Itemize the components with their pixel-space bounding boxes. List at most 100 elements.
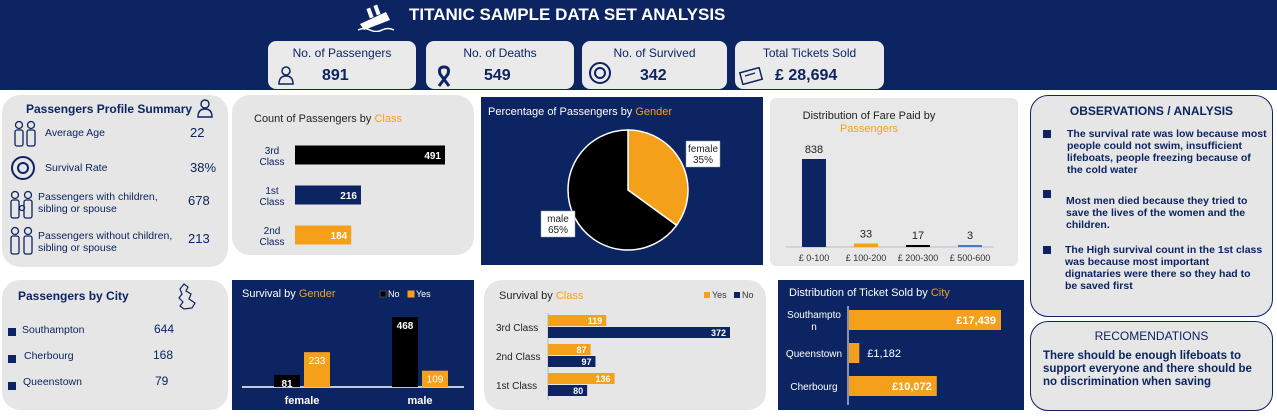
legend-label: No <box>388 289 400 299</box>
bar <box>392 317 418 387</box>
chart-title-part: Percentage of Passengers by <box>488 106 636 118</box>
bar <box>802 159 826 247</box>
profile-value: 678 <box>188 193 210 208</box>
observations-title: OBSERVATIONS / ANALYSIS <box>1069 104 1234 118</box>
category-label: Southampto <box>787 310 841 321</box>
kpi-value: 891 <box>322 67 349 84</box>
chart-title-accent: Gender <box>298 288 336 300</box>
bar <box>548 327 730 338</box>
bar <box>849 376 937 396</box>
data-label: 468 <box>397 321 414 332</box>
observation-item: Most men died because they tried to save… <box>1066 195 1248 231</box>
map-icon <box>178 283 196 310</box>
profile-value: 22 <box>190 125 205 140</box>
data-label: 81 <box>281 379 293 390</box>
profile-label: Passengers with children, sibling or spo… <box>38 191 158 215</box>
kpi-value: 549 <box>484 67 511 84</box>
recommendations-text: There should be enough lifeboats to supp… <box>1043 350 1252 388</box>
bar <box>849 343 860 363</box>
kpi-passengers: No. of Passengers 891 <box>268 41 416 89</box>
bar <box>295 225 352 245</box>
profile-value: 213 <box>188 231 210 246</box>
city-label: Cherbourg <box>24 350 74 362</box>
data-label: 838 <box>805 144 823 156</box>
profile-label: Average Age <box>45 127 105 139</box>
profile-label: Survival Rate <box>45 162 108 174</box>
category-label: £ 0-100 <box>799 253 830 263</box>
slice-label: male <box>547 214 569 225</box>
bar <box>548 356 596 367</box>
data-label: 372 <box>711 328 726 338</box>
category-label: £ 100-200 <box>846 253 887 263</box>
profile-title: Passengers Profile Summary <box>26 102 193 116</box>
slice-label: female <box>688 144 718 155</box>
data-label: 3 <box>967 230 973 242</box>
bullet-icon <box>8 382 16 390</box>
legend-swatch <box>704 292 710 298</box>
data-label: 119 <box>588 316 603 326</box>
observation-item: The High survival count in the 1st class… <box>1065 244 1263 292</box>
city-title: Passengers by City <box>18 289 129 303</box>
category-label: Cherbourg <box>790 382 837 393</box>
category-label: female <box>285 395 320 407</box>
chart-title-accent: Passengers <box>839 123 899 135</box>
observations-panel <box>1030 95 1273 317</box>
category-label: n <box>811 322 817 333</box>
survival-class-chart: Yes No 3rd Class 119 372 2nd Class 87 97 1st Cla… <box>496 290 754 400</box>
data-label: 80 <box>573 386 583 396</box>
user-outline-icon <box>197 99 213 118</box>
bar <box>304 352 330 387</box>
category-label: Queenstown <box>786 349 842 360</box>
chart-title: Count of Passengers by Class <box>254 113 402 125</box>
lifebuoy-icon <box>589 62 611 84</box>
kpi-value: £ 28,694 <box>775 67 838 84</box>
data-label: 87 <box>577 345 587 355</box>
data-label: 233 <box>309 356 326 367</box>
city-label: Queenstown <box>23 376 82 388</box>
chart-title-part: Survival by <box>499 290 556 302</box>
bar <box>548 373 615 384</box>
kpi-deaths: No. of Deaths 549 <box>426 41 574 89</box>
family-icon <box>10 226 33 255</box>
class-count-chart: 3rd Class 491 1st Class 216 2nd Class 184 <box>259 145 445 248</box>
legend-label: Yes <box>416 289 431 299</box>
data-label: 491 <box>424 151 441 162</box>
data-label: 136 <box>596 374 611 384</box>
chart-title-part: Survival by <box>242 288 299 300</box>
legend-swatch <box>734 292 740 298</box>
data-label: 216 <box>340 191 357 202</box>
observation-item: The survival rate was low because most p… <box>1067 128 1267 176</box>
data-label: 109 <box>427 375 444 386</box>
legend-label: Yes <box>712 290 727 300</box>
bar <box>422 370 448 387</box>
bullet-icon <box>8 328 16 336</box>
bar <box>274 374 300 387</box>
chart-title-accent: Class <box>555 290 584 302</box>
age-icon <box>14 120 36 147</box>
recommendations-panel <box>1030 321 1273 411</box>
chart-title-part: Distribution of Fare Paid by <box>802 110 936 122</box>
category-label: 2nd Class <box>259 226 284 248</box>
legend-label: No <box>742 290 754 300</box>
kpi-value: 342 <box>640 67 667 84</box>
survival-gender-chart: No Yes 81 233 female 468 109 male <box>242 289 464 407</box>
category-label: £ 200-300 <box>898 253 939 263</box>
kpi-label: No. of Deaths <box>463 46 537 60</box>
family-icon <box>10 190 33 219</box>
chart-title-part: Distribution of Ticket Sold by <box>789 287 931 299</box>
bullet-icon <box>1043 190 1051 198</box>
survival-gender-panel <box>232 280 474 410</box>
ribbon-icon <box>437 65 451 87</box>
category-label: 3rd Class <box>259 146 284 168</box>
kpi-survived: No. of Survived 342 <box>582 41 727 89</box>
category-label: 1st Class <box>259 186 284 208</box>
bar <box>906 245 930 247</box>
kpi-label: No. of Survived <box>613 46 696 60</box>
pie-slice <box>627 129 689 227</box>
city-label: Southampton <box>22 324 85 336</box>
data-label: 184 <box>331 231 348 242</box>
bar <box>295 185 361 205</box>
bar <box>849 310 1001 330</box>
bar <box>548 344 591 355</box>
